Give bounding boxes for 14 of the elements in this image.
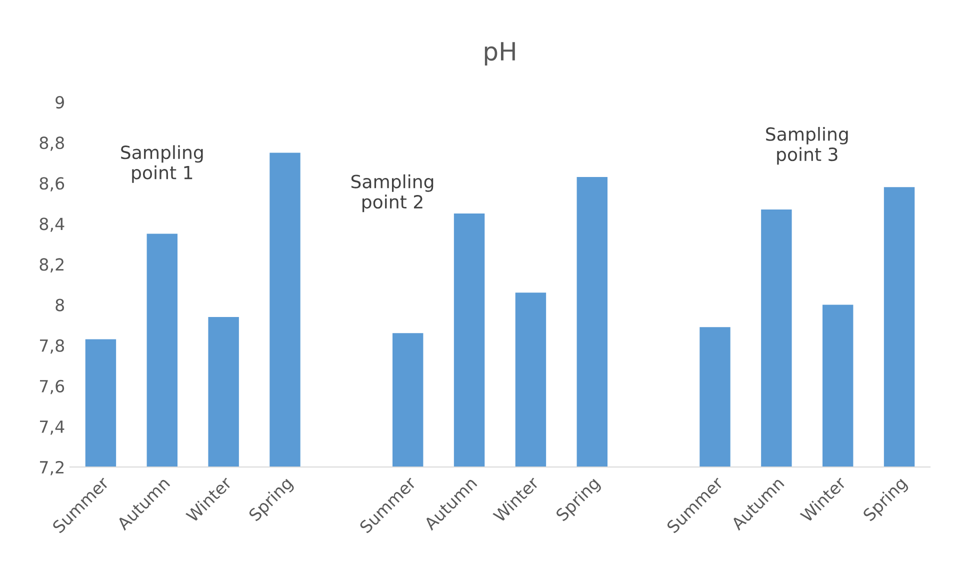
annotation: Sampling point 2 (351, 174, 434, 212)
annotation: Sampling point 1 (121, 145, 203, 183)
y-tick-label: 8 (56, 298, 64, 312)
chart-title: pH (484, 42, 515, 66)
y-tick-label: 7,8 (40, 339, 64, 354)
y-tick-label: 8,2 (40, 258, 64, 272)
annotation: Sampling point 3 (766, 126, 848, 165)
y-tick-label: 8,4 (40, 218, 64, 232)
y-tick-label: 9 (56, 96, 64, 109)
y-tick-label: 7,4 (40, 420, 64, 435)
y-tick-label: 8,8 (40, 136, 64, 151)
y-tick-label: 7,6 (40, 380, 64, 394)
y-tick-label: 7,2 (40, 460, 64, 476)
y-tick-label: 8,6 (40, 177, 64, 192)
